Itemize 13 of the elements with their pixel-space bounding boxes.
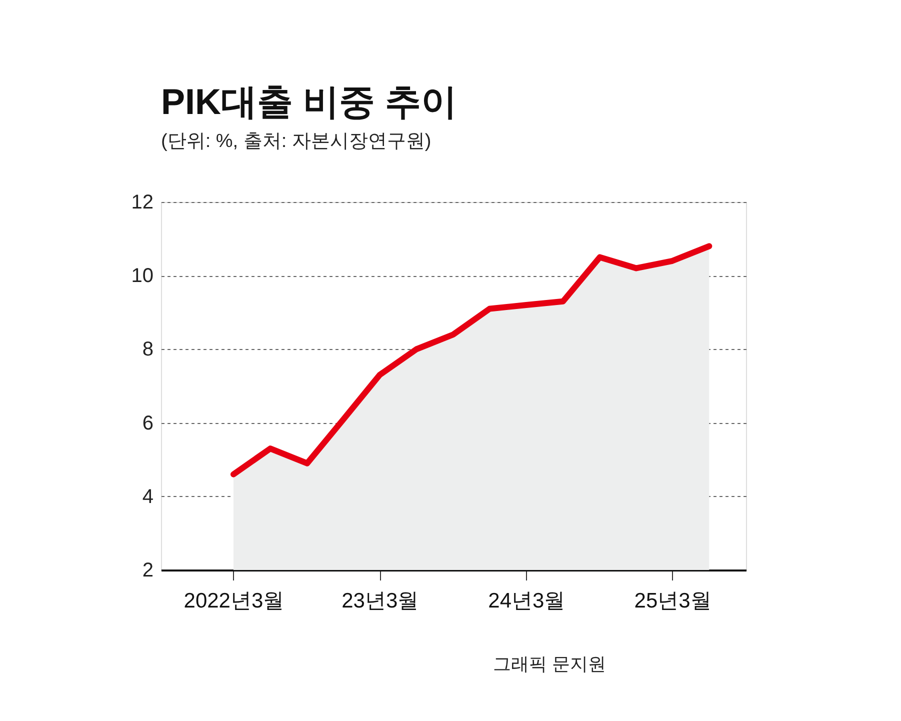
y-tick-label: 8 <box>142 338 154 361</box>
y-tick-label: 4 <box>142 486 154 508</box>
x-tick-label: 23년3월 <box>342 590 419 612</box>
text: 그래픽 문지원 <box>492 654 606 674</box>
y-tick-label: 10 <box>131 265 154 288</box>
y-tick-label: 6 <box>142 412 154 434</box>
x-tick-label: 25년3월 <box>634 590 712 612</box>
y-tick-label: 12 <box>131 192 154 214</box>
y-tick-label: 2 <box>142 560 154 582</box>
x-tick-label: 24년3월 <box>488 590 566 612</box>
chart-subtitle: (단위: %, 출처: 자본시장연구원) <box>161 131 432 152</box>
x-tick-label: 2022년3월 <box>184 590 284 612</box>
chart-title: PIK대출 비중 추이 <box>161 81 458 122</box>
